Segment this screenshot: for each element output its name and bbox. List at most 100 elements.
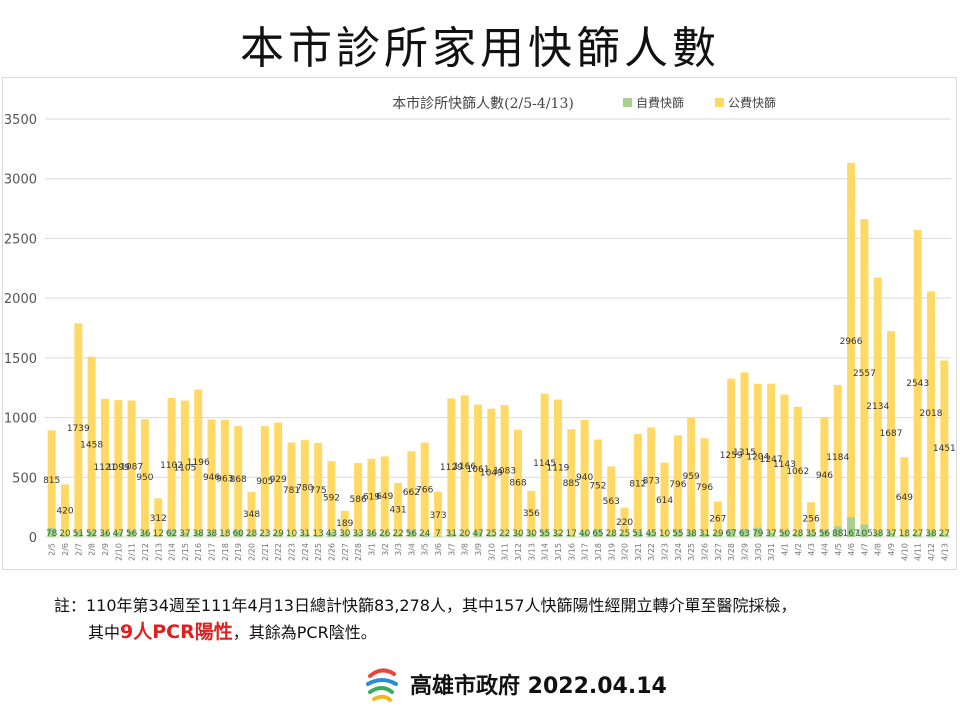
x-tick-label: 3/26 <box>701 543 710 561</box>
data-label-public: 815 <box>43 476 60 486</box>
data-label-public: 2966 <box>840 337 863 347</box>
bar-self-paid-4/10 <box>900 534 909 537</box>
bar-public-4/2 <box>793 406 802 534</box>
kaohsiung-city-logo-icon <box>366 668 398 702</box>
data-label-self-paid: 27 <box>939 529 950 539</box>
x-tick-label: 3/9 <box>474 543 483 556</box>
bar-self-paid-3/19 <box>607 533 616 537</box>
bar-public-3/28 <box>727 378 736 529</box>
data-label-self-paid: 40 <box>579 529 591 539</box>
data-label-public: 619 <box>363 493 380 503</box>
x-tick-label: 3/14 <box>541 543 550 561</box>
data-label-public: 946 <box>203 473 220 483</box>
bar-self-paid-3/13 <box>527 533 536 537</box>
data-label-self-paid: 30 <box>526 529 538 539</box>
data-label-public: 1259 <box>720 451 743 461</box>
x-tick-label: 3/18 <box>594 543 603 561</box>
x-tick-label: 3/8 <box>461 543 470 556</box>
bar-public-2/5 <box>47 430 56 528</box>
data-label-self-paid: 60 <box>232 529 244 539</box>
data-label-self-paid: 56 <box>819 529 831 539</box>
bar-public-3/26 <box>700 438 709 534</box>
x-tick-label: 2/7 <box>74 543 83 556</box>
bar-public-2/9 <box>100 398 109 533</box>
bar-public-3/17 <box>580 419 589 533</box>
bar-public-3/30 <box>753 383 762 528</box>
data-label-self-paid: 88 <box>832 529 844 539</box>
x-tick-label: 4/12 <box>927 543 936 561</box>
data-label-self-paid: 36 <box>99 529 111 539</box>
data-label-self-paid: 37 <box>179 529 190 539</box>
bar-public-4/1 <box>780 394 789 532</box>
data-label-self-paid: 38 <box>872 529 884 539</box>
y-tick-label: 500 <box>12 471 37 486</box>
data-label-public: 959 <box>683 472 700 482</box>
data-label-self-paid: 20 <box>59 529 71 539</box>
x-tick-label: 3/7 <box>447 543 456 556</box>
data-label-self-paid: 38 <box>685 529 697 539</box>
bar-public-4/7 <box>860 219 869 525</box>
x-tick-label: 3/2 <box>381 543 390 556</box>
x-tick-label: 2/26 <box>327 543 336 561</box>
bar-self-paid-3/8 <box>460 534 469 537</box>
data-label-public: 2018 <box>920 409 943 419</box>
bar-public-2/10 <box>114 400 123 532</box>
data-label-public: 796 <box>696 483 713 493</box>
chart-title: 本市診所快篩人數(2/5-4/13) <box>392 95 574 112</box>
data-label-public: 431 <box>389 506 406 516</box>
data-label-public: 1145 <box>533 459 556 469</box>
x-tick-label: 3/23 <box>661 543 670 561</box>
data-label-public: 905 <box>256 477 273 487</box>
bar-public-3/14 <box>540 393 549 531</box>
bar-self-paid-4/5 <box>833 526 842 537</box>
bar-self-paid-2/6 <box>60 534 69 537</box>
data-label-public: 1451 <box>933 444 956 454</box>
x-tick-label: 2/5 <box>48 543 57 556</box>
bar-public-3/12 <box>513 429 522 534</box>
data-label-public: 1129 <box>440 463 463 473</box>
data-label-self-paid: 63 <box>739 529 750 539</box>
footnote-line-2-suffix: ，其餘為PCR陰性。 <box>232 623 377 642</box>
bar-self-paid-3/10 <box>487 534 496 537</box>
data-label-public: 2543 <box>906 379 929 389</box>
x-tick-label: 3/11 <box>501 543 510 561</box>
x-tick-label: 3/13 <box>527 543 536 561</box>
bar-public-3/18 <box>593 439 602 530</box>
bar-public-4/12 <box>927 291 936 533</box>
bar-public-3/23 <box>660 462 669 536</box>
bar-public-3/29 <box>740 372 749 530</box>
x-tick-label: 3/20 <box>621 543 630 561</box>
data-label-self-paid: 29 <box>712 529 724 539</box>
chart-frame: 本市診所快篩人數(2/5-4/13) 自費快篩 公費快篩 0 500 1000 150… <box>2 77 957 570</box>
data-label-self-paid: 65 <box>592 529 603 539</box>
footnote-line-2: 其中9人PCR陽性，其餘為PCR陰性。 <box>54 619 797 646</box>
x-tick-label: 2/13 <box>154 543 163 561</box>
x-tick-label: 3/21 <box>634 543 643 561</box>
bar-public-2/20 <box>247 492 256 534</box>
bar-self-paid-2/27 <box>340 533 349 537</box>
data-label-self-paid: 51 <box>632 529 643 539</box>
data-label-public: 873 <box>643 476 660 486</box>
x-tick-label: 2/16 <box>194 543 203 561</box>
bar-public-2/17 <box>207 419 216 533</box>
bar-public-4/10 <box>900 457 909 535</box>
data-label-self-paid: 35 <box>805 529 816 539</box>
bar-public-3/25 <box>687 417 696 533</box>
x-tick-label: 4/9 <box>887 543 896 556</box>
data-label-public: 885 <box>563 479 580 489</box>
bar-self-paid-4/1 <box>780 531 789 537</box>
page-title: 本市診所家用快篩人數 <box>240 23 720 74</box>
bar-public-2/16 <box>194 389 203 533</box>
y-tick-label: 1000 <box>4 412 37 427</box>
x-tick-label: 3/17 <box>581 543 590 561</box>
data-label-self-paid: 52 <box>86 529 97 539</box>
x-tick-label: 3/22 <box>647 543 656 561</box>
data-label-self-paid: 18 <box>899 529 911 539</box>
data-label-public: 1247 <box>760 455 783 465</box>
x-tick-label: 4/4 <box>820 543 829 556</box>
x-tick-label: 4/3 <box>807 543 816 556</box>
data-label-public: 267 <box>709 515 726 525</box>
data-label-public: 649 <box>376 492 393 502</box>
data-label-public: 1143 <box>773 460 796 470</box>
data-label-public: 348 <box>243 510 260 520</box>
